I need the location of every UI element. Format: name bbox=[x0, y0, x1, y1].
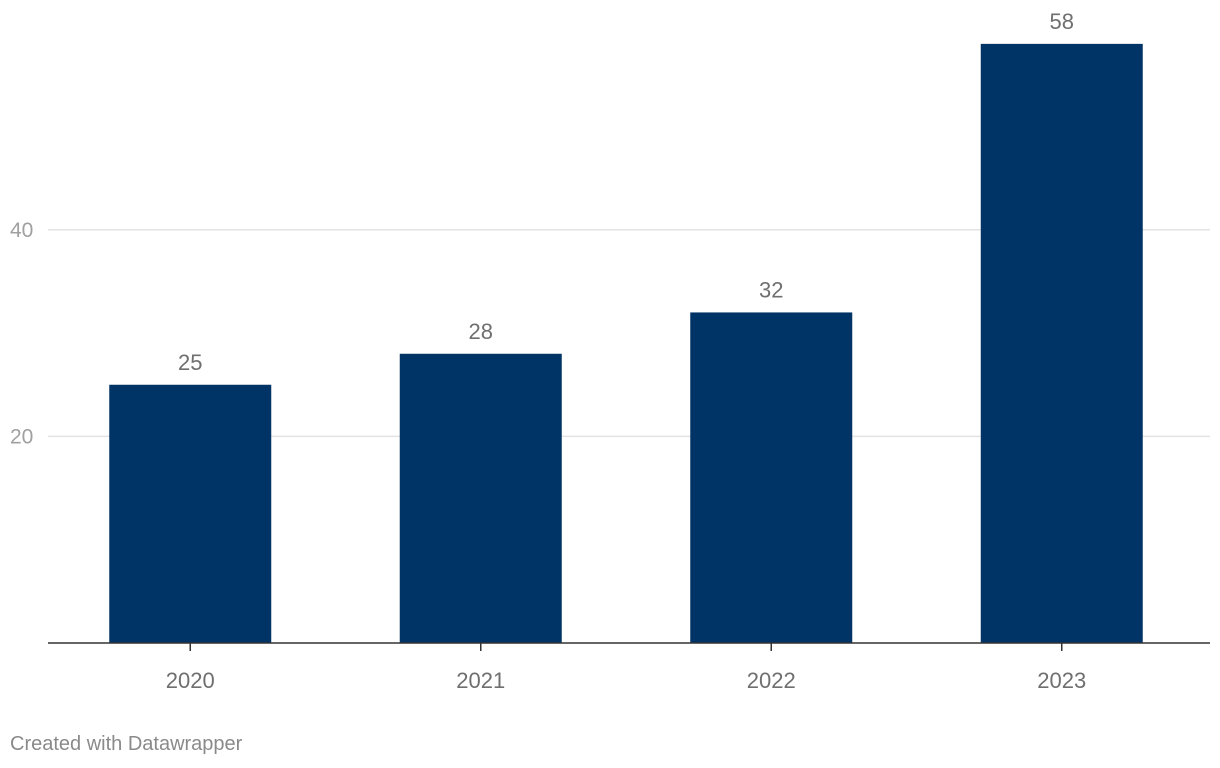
x-tick-label-2022: 2022 bbox=[747, 668, 796, 693]
bar-2022 bbox=[690, 312, 853, 643]
x-tick-label-2021: 2021 bbox=[456, 668, 505, 693]
bar-2021 bbox=[399, 353, 562, 643]
x-tick-label-2023: 2023 bbox=[1037, 668, 1086, 693]
y-tick-label: 20 bbox=[10, 425, 33, 448]
y-tick-label: 40 bbox=[10, 219, 33, 242]
bar-layer bbox=[109, 43, 1143, 644]
bar-chart: 20 40 25 28 32 58 2020 2021 2022 2023 bbox=[10, 9, 1210, 693]
credit-footer: Created with Datawrapper bbox=[10, 733, 243, 755]
value-label-2023: 58 bbox=[1050, 9, 1074, 34]
bar-2023 bbox=[980, 43, 1143, 644]
label-layer: 25 28 32 58 bbox=[178, 9, 1074, 375]
x-tick-label-2020: 2020 bbox=[166, 668, 215, 693]
value-label-2021: 28 bbox=[469, 319, 493, 344]
value-label-2022: 32 bbox=[759, 277, 783, 302]
bar-2020 bbox=[109, 384, 272, 643]
x-axis: 2020 2021 2022 2023 bbox=[48, 642, 1210, 693]
value-label-2020: 25 bbox=[178, 350, 202, 375]
